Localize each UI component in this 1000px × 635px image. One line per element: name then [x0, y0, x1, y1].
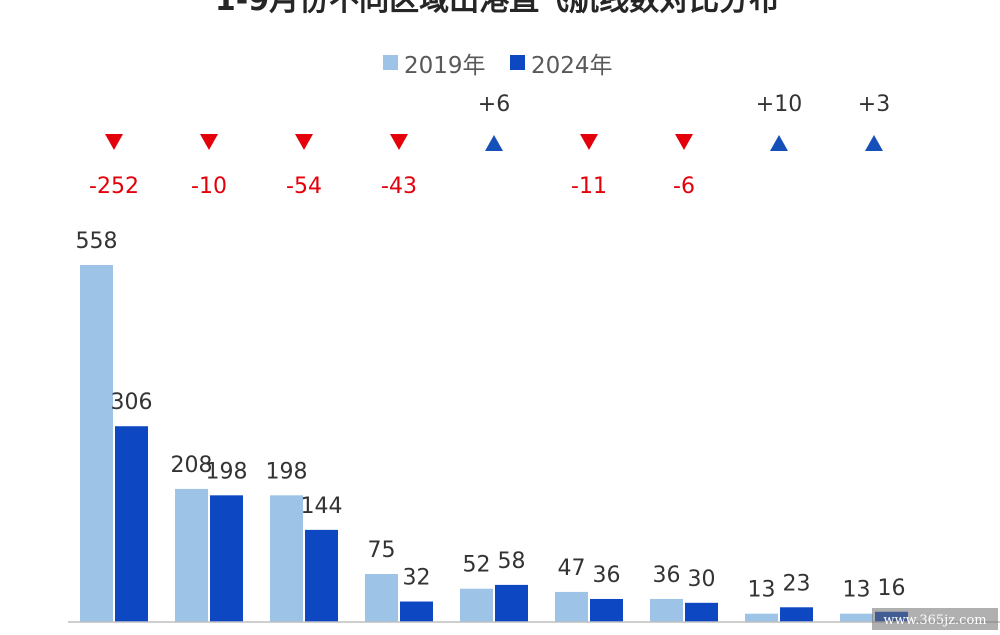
down-triangle-icon-4: [390, 134, 408, 150]
bar-2019-1: [80, 265, 113, 622]
value-label-2019-6: 47: [558, 556, 586, 581]
bar-2024-7: [685, 602, 718, 622]
change-label-1: -252: [89, 174, 139, 199]
value-label-2024-8: 23: [783, 571, 811, 596]
change-label-8: +10: [756, 92, 802, 117]
change-label-6: -11: [571, 174, 607, 199]
down-triangle-icon-2: [200, 134, 218, 150]
bars-layer: [80, 265, 908, 622]
down-triangle-icon-1: [105, 134, 123, 150]
value-label-2019-9: 13: [843, 578, 871, 603]
change-label-3: -54: [286, 174, 322, 199]
bar-2019-6: [555, 591, 588, 622]
change-label-4: -43: [381, 174, 417, 199]
bar-2024-5: [495, 584, 528, 622]
change-label-5: +6: [478, 92, 510, 117]
bar-2019-2: [175, 488, 208, 622]
change-label-9: +3: [858, 92, 890, 117]
bar-2024-2: [210, 495, 243, 622]
value-label-2024-9: 16: [878, 576, 906, 601]
change-label-2: -10: [191, 174, 227, 199]
value-label-2019-4: 75: [368, 538, 396, 563]
bar-2019-8: [745, 613, 778, 622]
legend-label-2024: 2024年: [531, 53, 613, 79]
bar-2024-8: [780, 607, 813, 622]
value-label-2019-5: 52: [463, 553, 491, 578]
bar-2019-7: [650, 598, 683, 622]
legend-swatch-2024: [510, 55, 525, 70]
value-label-2019-3: 198: [266, 459, 308, 484]
value-label-2024-1: 306: [111, 390, 153, 415]
value-label-2024-7: 30: [688, 567, 716, 592]
down-triangle-icon-3: [295, 134, 313, 150]
bar-2024-4: [400, 601, 433, 622]
value-label-2024-4: 32: [403, 566, 431, 591]
value-label-2019-8: 13: [748, 578, 776, 603]
watermark: www.365jz.com: [872, 608, 998, 630]
bar-2024-6: [590, 598, 623, 622]
bar-2019-9: [840, 613, 873, 622]
bar-2024-1: [115, 426, 148, 622]
bar-2019-5: [460, 588, 493, 622]
change-label-7: -6: [673, 174, 695, 199]
watermark-text: www.365jz.com: [883, 613, 986, 628]
value-label-2024-3: 144: [301, 494, 343, 519]
value-label-2019-1: 558: [76, 229, 118, 254]
down-triangle-icon-7: [675, 134, 693, 150]
up-triangle-icon-8: [770, 135, 788, 151]
legend-swatch-2019: [383, 55, 398, 70]
value-label-2019-7: 36: [653, 563, 681, 588]
value-label-2019-2: 208: [171, 453, 213, 478]
value-label-2024-2: 198: [206, 459, 248, 484]
chart-title: 1-9月份不同区域出港直飞航线数对比分布: [215, 0, 779, 18]
change-annotations: -252 -10 -54 -43 +6 -11 -6 +10 +3: [89, 92, 890, 199]
bar-2019-4: [365, 574, 398, 622]
bar-2024-3: [305, 529, 338, 622]
up-triangle-icon-5: [485, 135, 503, 151]
value-label-2024-5: 58: [498, 549, 526, 574]
legend: 2019年 2024年: [383, 53, 613, 79]
up-triangle-icon-9: [865, 135, 883, 151]
bar-2019-3: [270, 495, 303, 622]
value-label-2024-6: 36: [593, 563, 621, 588]
down-triangle-icon-6: [580, 134, 598, 150]
legend-label-2019: 2019年: [404, 53, 486, 79]
